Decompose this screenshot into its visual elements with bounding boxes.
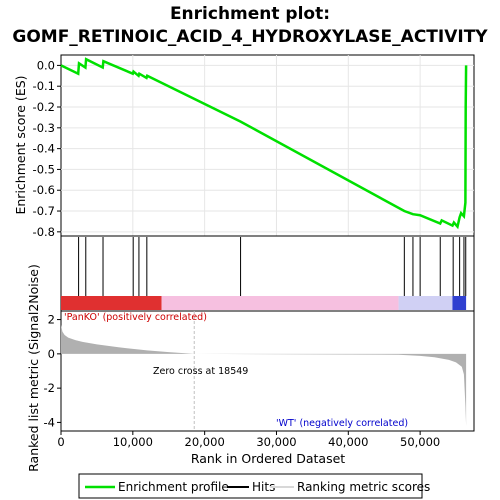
hits-panel (60, 235, 475, 312)
es-tick-label: -0.7 (33, 204, 55, 218)
colorbar-segment (161, 296, 399, 310)
zero-cross-label: Zero cross at 18549 (153, 366, 248, 377)
es-tick-label: -0.1 (33, 79, 55, 93)
legend: Enrichment profile Hits Ranking metric s… (78, 473, 430, 499)
metric-tick-label: -4 (44, 415, 55, 429)
metric-y-ticks: 2 0 -2 -4 (44, 313, 61, 429)
enrichment-score-panel: 0.0 -0.1 -0.2 -0.3 -0.4 -0.5 -0.6 -0.7 -0.8 Enri… (13, 54, 475, 239)
metric-tick-label: 0 (48, 347, 55, 361)
x-tick-label: 30,000 (256, 435, 296, 449)
es-tick-label: -0.5 (33, 162, 55, 176)
x-tick-label: 40,000 (328, 435, 368, 449)
es-tick-label: -0.4 (33, 142, 55, 156)
metric-tick-label: 2 (48, 313, 55, 327)
es-tick-label: -0.6 (33, 183, 55, 197)
es-y-axis-label: Enrichment score (ES) (13, 75, 28, 214)
x-axis-label: Rank in Ordered Dataset (191, 451, 345, 466)
x-tick-label: 10,000 (113, 435, 153, 449)
es-gridlines (61, 55, 474, 236)
x-tick-label: 20,000 (185, 435, 225, 449)
x-ticks: 0 10,000 20,000 30,000 40,000 50,000 (57, 431, 440, 449)
title-line2: GOMF_RETINOIC_ACID_4_HYDROXYLASE_ACTIVIT… (12, 27, 488, 47)
negative-correlation-label: 'WT' (negatively correlated) (276, 418, 408, 429)
ranked-metric-panel: 2 0 -2 -4 0 10,000 20,000 30,000 40,000 50,000 '… (26, 264, 475, 472)
hit-markers (78, 237, 467, 296)
colorbar-segment (61, 296, 162, 310)
colorbar-segment (452, 296, 467, 310)
enrichment-profile-line (60, 57, 468, 230)
x-tick-label: 0 (57, 435, 64, 449)
x-tick-label: 50,000 (400, 435, 440, 449)
legend-enrichment-label: Enrichment profile (118, 480, 229, 494)
metric-plot-frame (60, 310, 475, 432)
colorbar-segment (398, 296, 453, 310)
es-tick-label: 0.0 (37, 58, 55, 72)
legend-box (78, 473, 423, 499)
legend-metric-label: Ranking metric scores (297, 480, 430, 494)
es-tick-label: -0.2 (33, 100, 55, 114)
metric-y-axis-label: Ranked list metric (Signal2Noise) (26, 264, 41, 472)
positive-correlation-label: 'PanKO' (positively correlated) (64, 312, 207, 323)
es-plot-frame (60, 54, 475, 237)
es-tick-label: -0.3 (33, 121, 55, 135)
metric-tick-label: -2 (44, 381, 55, 395)
title-line1: Enrichment plot: (170, 4, 330, 24)
es-tick-label: -0.8 (33, 225, 55, 239)
es-y-ticks: 0.0 -0.1 -0.2 -0.3 -0.4 -0.5 -0.6 -0.7 -0.8 (33, 58, 61, 239)
ranking-colorbar (61, 296, 467, 310)
legend-hits-label: Hits (252, 480, 275, 494)
